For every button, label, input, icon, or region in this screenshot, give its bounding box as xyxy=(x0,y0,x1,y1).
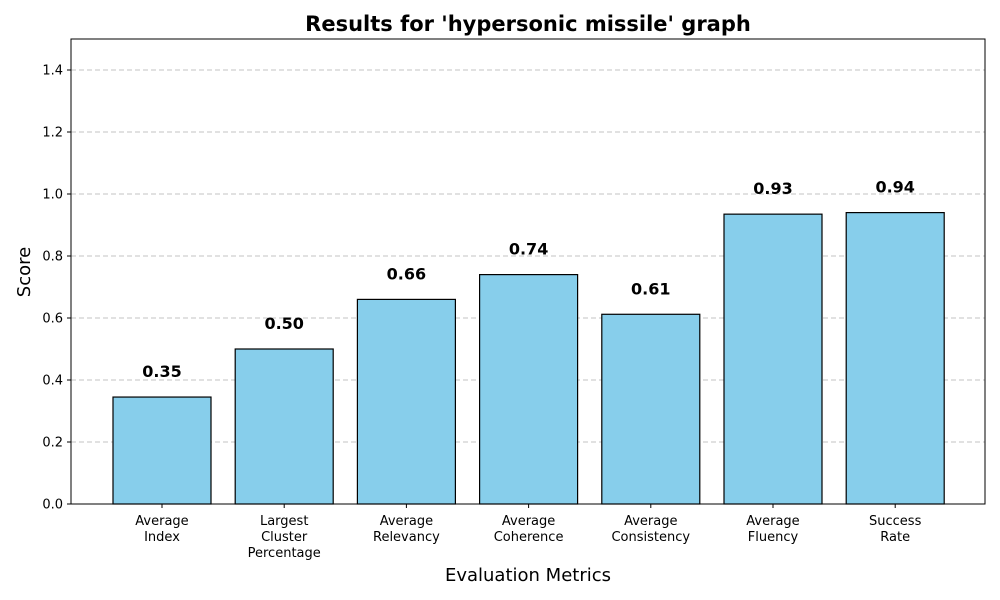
bar xyxy=(723,213,823,505)
x-tick-label-line: Average xyxy=(746,514,799,529)
x-tick-label-line: Success xyxy=(869,514,922,529)
y-tick-label: 0.4 xyxy=(42,374,63,389)
bar xyxy=(601,313,701,505)
x-tick-label: Success Rate xyxy=(869,514,922,545)
x-tick-label-line: Consistency xyxy=(611,530,690,545)
y-axis-ticks: 0.0 0.2 0.4 0.6 0.8 1.0 1.2 1.4 xyxy=(42,64,71,513)
bar-value-label: 0.66 xyxy=(387,264,426,283)
y-tick-label: 0.0 xyxy=(42,498,63,513)
bar-value-label: 0.50 xyxy=(264,314,303,333)
value-labels: 0.35 0.50 0.66 0.74 0.61 0.93 0.94 xyxy=(142,178,915,381)
y-tick-label: 1.2 xyxy=(42,126,63,141)
x-tick-label-line: Percentage xyxy=(248,546,321,561)
x-tick-label-line: Relevancy xyxy=(373,530,440,545)
bar-value-label: 0.94 xyxy=(875,178,914,197)
x-tick-label-line: Fluency xyxy=(748,530,799,545)
y-axis-label: Score xyxy=(14,247,35,297)
y-tick-label: 0.8 xyxy=(42,250,63,265)
x-tick-label: Largest Cluster Percentage xyxy=(248,514,321,561)
x-tick-label-line: Largest xyxy=(260,514,308,529)
y-tick-label: 1.4 xyxy=(42,64,63,79)
bars xyxy=(112,212,945,505)
x-tick-label-line: Average xyxy=(135,514,188,529)
bar xyxy=(234,348,334,505)
x-tick-label-line: Rate xyxy=(880,530,910,545)
x-tick-label-line: Average xyxy=(380,514,433,529)
y-tick-label: 0.6 xyxy=(42,312,63,327)
x-tick-label-line: Index xyxy=(144,530,180,545)
x-tick-label: Average Index xyxy=(135,514,188,545)
x-axis-label: Evaluation Metrics xyxy=(445,565,611,586)
x-tick-label-line: Average xyxy=(502,514,555,529)
bar xyxy=(479,274,579,505)
y-tick-label: 0.2 xyxy=(42,436,63,451)
bar-value-label: 0.93 xyxy=(753,179,792,198)
bar-value-label: 0.35 xyxy=(142,362,181,381)
x-tick-label-line: Average xyxy=(624,514,677,529)
bar xyxy=(112,396,212,505)
plot-area-frame xyxy=(70,38,986,505)
bar-value-label: 0.74 xyxy=(509,240,548,259)
bar xyxy=(356,298,456,505)
bar xyxy=(845,212,945,505)
x-tick-label: Average Relevancy xyxy=(373,514,440,545)
y-tick-label: 1.0 xyxy=(42,188,63,203)
x-tick-label-line: Coherence xyxy=(494,530,564,545)
bar-value-label: 0.61 xyxy=(631,279,670,298)
x-tick-label: Average Fluency xyxy=(746,514,799,545)
x-tick-label: Average Consistency xyxy=(611,514,690,545)
chart-title: Results for 'hypersonic missile' graph xyxy=(305,12,751,36)
x-tick-label: Average Coherence xyxy=(494,514,564,545)
x-tick-label-line: Cluster xyxy=(261,530,308,545)
